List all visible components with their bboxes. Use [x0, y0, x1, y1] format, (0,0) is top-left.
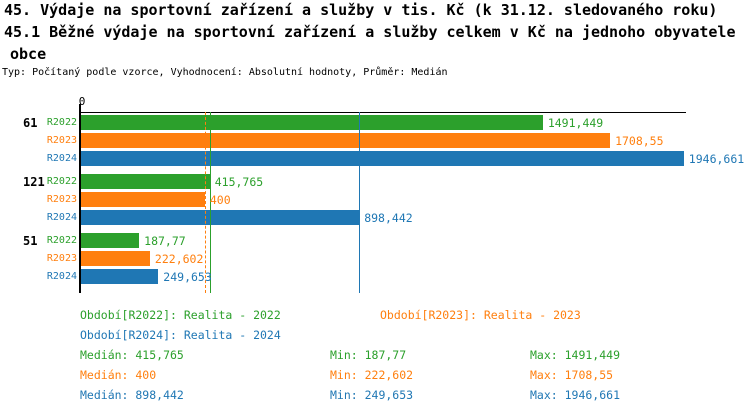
bar-r2023-121 [81, 192, 205, 207]
series-label: R2023 [46, 194, 77, 205]
chart-title-line2: 45.1 Běžné výdaje na sportovní zařízení … [4, 23, 736, 41]
bar-r2022-121 [81, 174, 210, 189]
bar-row: R2023 400 [0, 192, 750, 207]
bar-r2022-51 [81, 233, 140, 248]
bar-row: 51 R2022 187,77 [0, 233, 750, 248]
category-label: 121 [23, 175, 45, 189]
bar-value-label: 222,602 [154, 252, 204, 266]
x-axis-line [80, 112, 686, 113]
series-label: R2022 [46, 117, 77, 128]
bar-row: R2024 898,442 [0, 210, 750, 225]
stat-median-r2022: Medián: 415,765 [80, 348, 184, 362]
median-line-r2024 [359, 112, 361, 293]
bar-value-label: 1946,661 [688, 152, 745, 166]
series-label: R2022 [46, 176, 77, 187]
bar-row: R2023 222,602 [0, 251, 750, 266]
bar-value-label: 1491,449 [547, 116, 604, 130]
stat-min-r2023: Min: 222,602 [330, 368, 414, 382]
bar-value-label: 898,442 [364, 211, 413, 225]
series-label: R2023 [46, 253, 77, 264]
y-axis-line [79, 104, 81, 293]
chart-meta-line: Typ: Počítaný podle vzorce, Vyhodnocení:… [2, 67, 448, 78]
bar-value-label: 249,653 [163, 270, 212, 284]
stat-median-r2024: Medián: 898,442 [80, 388, 184, 402]
bar-r2023-51 [81, 251, 150, 266]
category-label: 51 [23, 234, 38, 248]
series-label: R2023 [46, 135, 77, 146]
x-axis-tick-label: 0 [78, 95, 86, 108]
legend-item-r2024: Období[R2024]: Realita - 2024 [80, 328, 281, 342]
median-line-r2023 [204, 112, 206, 293]
stat-max-r2024: Max: 1946,661 [530, 388, 621, 402]
series-label: R2024 [46, 212, 77, 223]
category-label: 61 [23, 116, 38, 130]
stat-min-r2024: Min: 249,653 [330, 388, 414, 402]
bar-row: 121 R2022 415,765 [0, 174, 750, 189]
bar-row: R2023 1708,55 [0, 133, 750, 148]
bar-r2024-51 [81, 269, 159, 284]
bar-r2023-61 [81, 133, 611, 148]
bar-value-label: 415,765 [214, 175, 264, 189]
bar-value-label: 1708,55 [615, 134, 664, 148]
stat-min-r2022: Min: 187,77 [330, 348, 407, 362]
stat-max-r2023: Max: 1708,55 [530, 368, 614, 382]
bar-row: R2024 1946,661 [0, 151, 750, 166]
stat-max-r2022: Max: 1491,449 [530, 348, 621, 362]
series-label: R2022 [46, 235, 77, 246]
bar-value-label: 187,77 [144, 234, 186, 248]
chart-title-line3: obce [10, 45, 47, 63]
bar-r2024-61 [81, 151, 684, 166]
legend-item-r2023: Období[R2023]: Realita - 2023 [380, 308, 581, 322]
bar-r2024-121 [81, 210, 360, 225]
stat-median-r2023: Medián: 400 [80, 368, 157, 382]
bar-value-label: 400 [209, 193, 231, 207]
bar-row: R2024 249,653 [0, 269, 750, 284]
chart-title-line1: 45. Výdaje na sportovní zařízení a služb… [4, 1, 718, 19]
series-label: R2024 [46, 271, 77, 282]
bar-row: 61 R2022 1491,449 [0, 115, 750, 130]
median-line-r2022 [209, 112, 211, 293]
bar-r2022-61 [81, 115, 543, 130]
series-label: R2024 [46, 153, 77, 164]
legend-item-r2022: Období[R2022]: Realita - 2022 [80, 308, 281, 322]
